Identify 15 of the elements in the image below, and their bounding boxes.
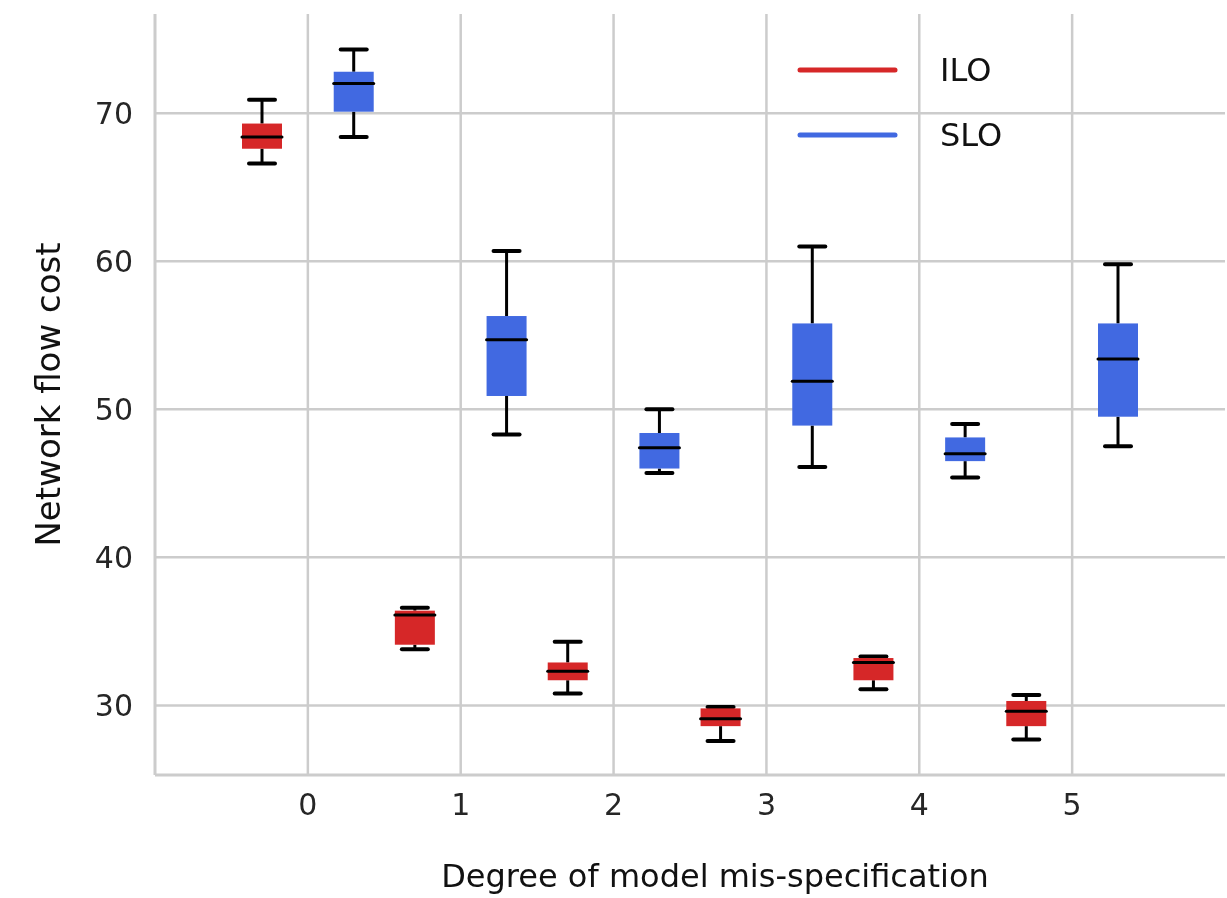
x-tick-label: 3 bbox=[756, 787, 776, 822]
x-tick-label: 2 bbox=[604, 787, 624, 822]
y-tick-label: 30 bbox=[94, 687, 133, 723]
x-tick-label: 0 bbox=[298, 787, 318, 822]
x-axis-title: Degree of model mis-specification bbox=[441, 857, 989, 895]
y-tick-label: 50 bbox=[94, 391, 133, 427]
y-tick-label: 40 bbox=[94, 539, 133, 575]
x-tick-label: 5 bbox=[1062, 787, 1082, 822]
y-tick-label: 70 bbox=[94, 95, 133, 131]
x-tick-label: 1 bbox=[451, 787, 471, 822]
legend-label: SLO bbox=[940, 116, 1003, 154]
legend-label: ILO bbox=[940, 51, 992, 89]
x-tick-label: 4 bbox=[909, 787, 929, 822]
y-tick-label: 60 bbox=[94, 243, 133, 279]
y-axis-title: Network flow cost bbox=[28, 242, 68, 547]
